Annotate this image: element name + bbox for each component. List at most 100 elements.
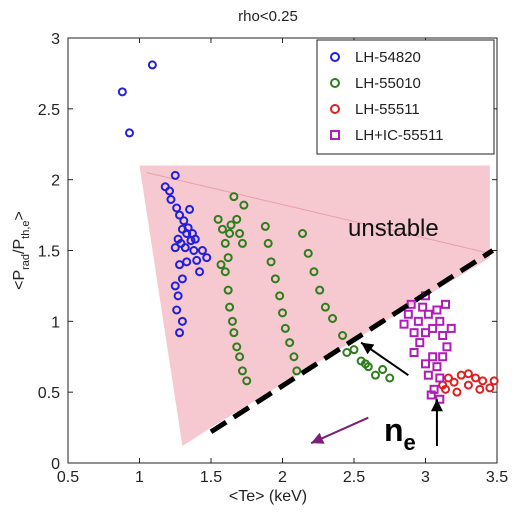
unstable-label: unstable xyxy=(348,215,439,242)
legend-marker xyxy=(330,52,340,62)
data-point xyxy=(446,323,456,333)
legend-marker xyxy=(330,78,340,88)
density-arrow-label-n: n xyxy=(384,412,404,448)
data-point xyxy=(170,243,180,253)
data-point xyxy=(426,390,436,400)
y-tick-label: 1.5 xyxy=(38,244,60,261)
data-point xyxy=(232,342,242,352)
data-point xyxy=(239,200,249,210)
x-tick-label: 1 xyxy=(135,469,144,486)
data-point xyxy=(418,302,428,312)
data-point xyxy=(428,352,438,362)
data-point xyxy=(173,291,183,301)
data-point xyxy=(266,257,276,267)
data-point xyxy=(182,257,192,267)
data-point xyxy=(225,229,235,238)
data-point xyxy=(292,366,302,376)
data-point xyxy=(432,305,442,315)
data-point xyxy=(220,267,230,277)
data-point xyxy=(235,229,245,238)
y-axis-label: <Prad/Pth,e> xyxy=(11,211,32,290)
data-point xyxy=(409,328,419,338)
data-point xyxy=(170,281,180,291)
data-point xyxy=(183,223,193,233)
data-point xyxy=(180,243,190,253)
legend-marker xyxy=(330,104,340,114)
data-point xyxy=(192,255,202,265)
data-point xyxy=(270,274,280,284)
density-arrow-upleft xyxy=(360,341,409,376)
purple-trend-arrow xyxy=(310,416,369,445)
x-tick-label: 2.5 xyxy=(343,469,365,486)
y-tick-label: 2.5 xyxy=(38,102,60,119)
data-point xyxy=(197,246,207,255)
legend-entry-label: LH-55511 xyxy=(355,101,420,118)
data-point xyxy=(229,328,239,338)
data-point xyxy=(189,246,199,255)
data-point xyxy=(443,373,453,383)
data-point xyxy=(223,253,233,263)
x-tick-label: 2 xyxy=(278,469,287,486)
legend-entry-label: LH+IC-55511 xyxy=(355,127,444,144)
series-lh-55010 xyxy=(213,192,395,386)
stability-boundary-line xyxy=(209,248,495,434)
data-point xyxy=(309,267,319,277)
data-point xyxy=(463,369,473,379)
data-point xyxy=(438,331,448,340)
data-point xyxy=(432,362,442,372)
data-point xyxy=(298,229,308,238)
region-diagonal-line xyxy=(146,172,490,254)
data-point xyxy=(428,323,438,333)
y-tick-label: 0 xyxy=(51,456,60,473)
data-point xyxy=(378,365,388,374)
data-point xyxy=(456,370,466,380)
data-point xyxy=(403,309,413,319)
data-point xyxy=(190,234,200,244)
data-point xyxy=(175,260,185,270)
plot-axes: 0.5 1 1.5 2 2.5 3 3.500.511.522.53 xyxy=(38,31,508,486)
data-point xyxy=(179,216,189,226)
y-tick-label: 2 xyxy=(51,173,60,190)
x-tick-label: 1.5 xyxy=(200,469,222,486)
data-point xyxy=(275,291,285,301)
data-point xyxy=(320,302,330,312)
data-point xyxy=(421,328,430,338)
data-point xyxy=(213,214,223,224)
data-point xyxy=(471,373,481,383)
data-point xyxy=(170,170,180,180)
legend-marker xyxy=(330,130,340,140)
y-axis-label-part: th,e xyxy=(20,220,32,238)
y-axis-label-part: > xyxy=(11,211,28,220)
data-point xyxy=(175,328,185,338)
legend: LH-54820 LH-55010 LH-55511 LH+IC-55511 xyxy=(316,39,495,155)
data-point xyxy=(413,316,423,326)
data-point xyxy=(177,316,187,326)
data-point xyxy=(225,302,235,312)
data-point xyxy=(289,352,299,362)
data-point xyxy=(415,338,425,348)
chart-title: rho<0.25 xyxy=(238,8,298,25)
data-point xyxy=(315,285,325,295)
data-point xyxy=(172,203,182,213)
data-point xyxy=(232,214,242,224)
data-point xyxy=(285,338,295,348)
data-point xyxy=(226,220,236,230)
data-point xyxy=(385,373,395,383)
y-axis-label-part: rad xyxy=(20,254,32,270)
data-point xyxy=(475,384,485,394)
data-point xyxy=(442,342,452,352)
overlay-layer xyxy=(209,248,495,446)
data-point xyxy=(449,377,459,387)
y-tick-label: 0.5 xyxy=(38,385,60,402)
data-point xyxy=(399,319,409,329)
data-point xyxy=(235,352,245,362)
density-arrow-label: ne xyxy=(384,412,416,455)
x-tick-label: 3.5 xyxy=(486,469,508,486)
data-point xyxy=(147,60,157,70)
series-lh-54820 xyxy=(117,60,212,338)
data-point xyxy=(237,366,247,376)
density-arrow-label-sub: e xyxy=(404,430,416,455)
data-point xyxy=(441,299,451,309)
data-point xyxy=(328,314,338,323)
data-point xyxy=(185,204,195,214)
